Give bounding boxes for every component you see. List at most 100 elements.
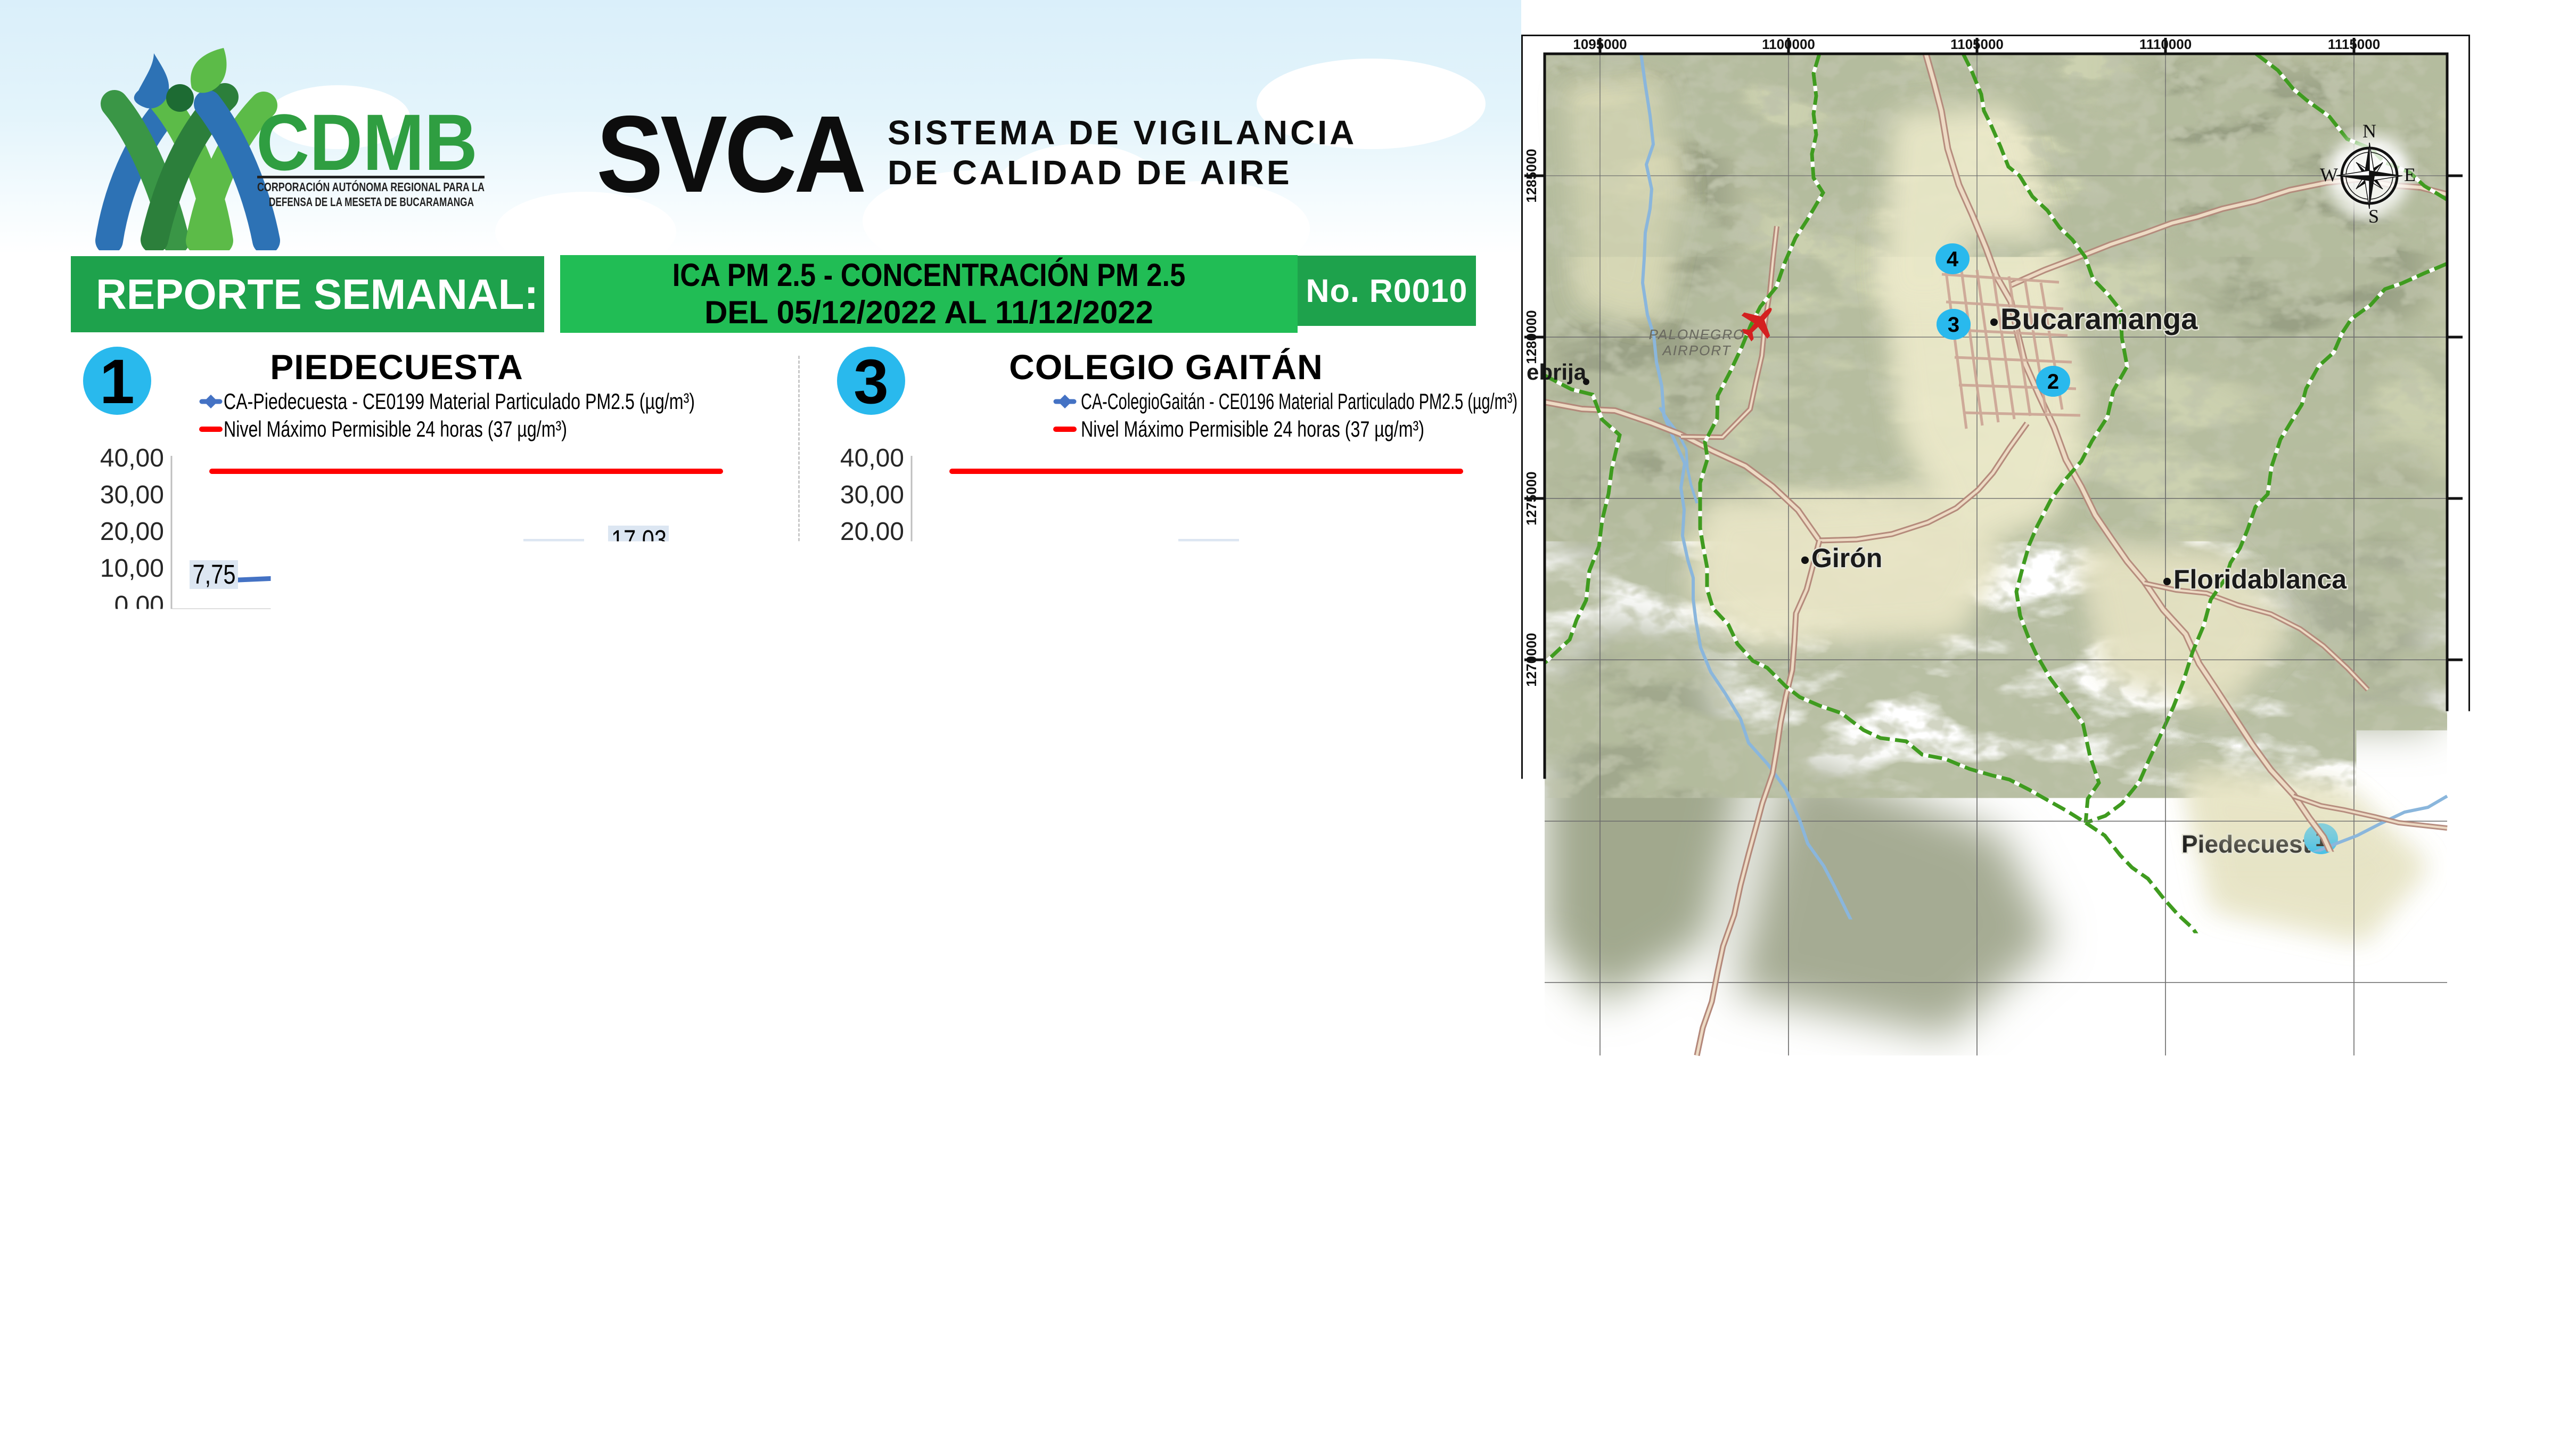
svg-text:Nivel Máximo Permisible 24 hor: Nivel Máximo Permisible 24 horas (37 µg/… — [230, 791, 573, 816]
svg-text:CA-ColegioGaitán - CE0196 Mate: CA-ColegioGaitán - CE0196 Material Parti… — [1081, 389, 1517, 414]
svg-text:0,00: 0,00 — [855, 950, 904, 978]
svg-text:9/12/2022: 9/12/2022 — [1214, 607, 1306, 699]
svg-text:4: 4 — [854, 712, 889, 782]
svg-text:6,76: 6,76 — [933, 924, 976, 955]
svg-text:5/12/2022: 5/12/2022 — [874, 982, 966, 1074]
svg-text:8,70: 8,70 — [278, 555, 321, 586]
svg-text:15,10: 15,10 — [611, 898, 667, 928]
svg-text:HOSPITAL LOCAL DEL NORTE: HOSPITAL LOCAL DEL NORTE — [930, 720, 1459, 759]
svg-text:13,16: 13,16 — [1436, 904, 1491, 934]
svg-text:5/12/2022: 5/12/2022 — [874, 607, 966, 699]
svg-text:9/12/2022: 9/12/2022 — [474, 607, 566, 699]
svg-text:12,47: 12,47 — [526, 906, 581, 937]
svg-text:CA-Piedecuesta - CE0199 Materi: CA-Piedecuesta - CE0199 Material Particu… — [224, 389, 695, 414]
svg-text:10/12/2022: 10/12/2022 — [1290, 607, 1391, 708]
svg-text:9/12/2022: 9/12/2022 — [474, 982, 566, 1074]
svg-text:12,45: 12,45 — [1181, 906, 1236, 937]
svg-text:0,00: 0,00 — [114, 950, 164, 978]
svg-text:12,46: 12,46 — [1351, 542, 1407, 572]
svg-text:CA-ClubUnión - CE0197 Material: CA-ClubUnión - CE0197 Material Particula… — [230, 766, 693, 791]
svg-text:8/12/2022: 8/12/2022 — [389, 982, 481, 1074]
svg-text:11,99: 11,99 — [356, 543, 412, 574]
svg-text:7/12/2022: 7/12/2022 — [304, 982, 396, 1074]
svg-text:40,00: 40,00 — [840, 444, 904, 472]
svg-text:12,23: 12,23 — [441, 543, 496, 573]
svg-text:11/12/2022: 11/12/2022 — [1376, 982, 1476, 1082]
svg-text:11/12/2022: 11/12/2022 — [636, 982, 736, 1082]
svg-text:7/12/2022: 7/12/2022 — [1044, 982, 1136, 1074]
svg-text:13,53: 13,53 — [526, 538, 581, 568]
svg-text:7,35: 7,35 — [363, 923, 406, 953]
svg-text:8,97: 8,97 — [278, 918, 321, 948]
svg-text:4, Hospital del Norte: 4, Hospital del Norte — [1613, 1012, 1752, 1034]
svg-text:7,51: 7,51 — [1018, 922, 1061, 953]
svg-text:PALONEGRO: PALONEGRO — [1649, 326, 1745, 342]
svg-text:S: S — [2368, 206, 2379, 227]
svg-text:6/12/2022: 6/12/2022 — [219, 607, 311, 699]
svg-text:20,00: 20,00 — [100, 518, 164, 546]
svg-text:3: 3 — [854, 347, 889, 417]
svg-text:10,00: 10,00 — [840, 554, 904, 583]
svg-text:Bucaramanga: Bucaramanga — [2000, 302, 2198, 335]
svg-text:COLEGIO GAITÁN: COLEGIO GAITÁN — [1009, 347, 1323, 387]
svg-text:10,00: 10,00 — [100, 554, 164, 583]
svg-text:17,03: 17,03 — [611, 525, 667, 555]
svg-text:Girón: Girón — [1811, 543, 1882, 573]
svg-text:3, Colegio Gaitán: 3, Colegio Gaitán — [1613, 972, 1730, 994]
svg-text:10,00: 10,00 — [100, 918, 164, 946]
svg-text:6/12/2022: 6/12/2022 — [959, 982, 1052, 1074]
svg-text:8/12/2022: 8/12/2022 — [1129, 607, 1221, 699]
svg-text:5/12/2022: 5/12/2022 — [134, 607, 226, 699]
svg-text:2: 2 — [2047, 370, 2059, 394]
svg-text:W: W — [2320, 164, 2338, 185]
svg-text:7,45: 7,45 — [933, 560, 976, 591]
svg-text:10/12/2022: 10/12/2022 — [1290, 982, 1391, 1083]
svg-text:6,47: 6,47 — [1018, 563, 1061, 594]
svg-text:30,00: 30,00 — [840, 481, 904, 509]
svg-text:10,00: 10,00 — [840, 918, 904, 946]
svg-text:13,50: 13,50 — [1181, 538, 1236, 568]
svg-text:3: 3 — [1948, 313, 1959, 337]
svg-text:12,39: 12,39 — [1266, 906, 1322, 937]
svg-text:30,00: 30,00 — [840, 853, 904, 881]
svg-text:11/12/2022: 11/12/2022 — [1376, 607, 1476, 707]
svg-text:1: 1 — [100, 347, 135, 417]
svg-text:CLUB UNIÓN: CLUB UNIÓN — [316, 720, 542, 759]
svg-text:CA-HospitalNorte - CE0198 Mate: CA-HospitalNorte - CE0198 Material Parti… — [1081, 766, 1539, 791]
svg-text:7/12/2022: 7/12/2022 — [304, 607, 396, 699]
svg-text:10/12/2022: 10/12/2022 — [550, 982, 651, 1083]
svg-text:20,00: 20,00 — [840, 886, 904, 914]
svg-text:6/12/2022: 6/12/2022 — [959, 607, 1052, 699]
svg-text:40,00: 40,00 — [840, 821, 904, 849]
svg-text:0,00: 0,00 — [114, 591, 164, 619]
svg-text:30,00: 30,00 — [100, 481, 164, 509]
svg-text:8/12/2022: 8/12/2022 — [389, 607, 481, 699]
svg-text:2, Club Unión - Cabecera: 2, Club Unión - Cabecera — [1613, 925, 1778, 947]
svg-text:8/12/2022: 8/12/2022 — [1129, 982, 1221, 1074]
svg-text:13,04: 13,04 — [696, 904, 751, 935]
svg-text:30,00: 30,00 — [100, 853, 164, 881]
svg-text:7/12/2022: 7/12/2022 — [1044, 607, 1136, 699]
svg-text:Floridablanca: Floridablanca — [2173, 564, 2347, 594]
svg-text:4: 4 — [1947, 248, 1959, 271]
svg-text:Nivel Máximo Permisible 24 hor: Nivel Máximo Permisible 24 horas (37 µg/… — [224, 416, 567, 441]
svg-text:12,03: 12,03 — [441, 907, 496, 938]
svg-text:11,82: 11,82 — [696, 544, 751, 574]
svg-text:40,00: 40,00 — [100, 821, 164, 849]
svg-text:11/12/2022: 11/12/2022 — [636, 607, 736, 707]
svg-text:7,75: 7,75 — [193, 559, 236, 590]
svg-text:PIEDECUESTA: PIEDECUESTA — [270, 347, 523, 387]
svg-text:7,61: 7,61 — [193, 922, 236, 952]
svg-text:20,00: 20,00 — [840, 518, 904, 546]
svg-text:1, Centro Cultural Daniel Mant: 1, Centro Cultural Daniel Mantilla Orbeg… — [1613, 877, 1905, 898]
svg-text:9,70: 9,70 — [1103, 915, 1146, 945]
svg-text:E: E — [2404, 164, 2416, 185]
svg-text:0,00: 0,00 — [855, 591, 904, 619]
svg-text:5/12/2022: 5/12/2022 — [134, 982, 226, 1074]
svg-text:20,00: 20,00 — [100, 886, 164, 914]
svg-text:1: 1 — [2315, 828, 2327, 851]
svg-text:N: N — [2362, 120, 2376, 142]
svg-text:10/12/2022: 10/12/2022 — [550, 607, 651, 708]
svg-text:12,08: 12,08 — [1436, 543, 1491, 574]
svg-text:8,73: 8,73 — [1103, 555, 1146, 586]
